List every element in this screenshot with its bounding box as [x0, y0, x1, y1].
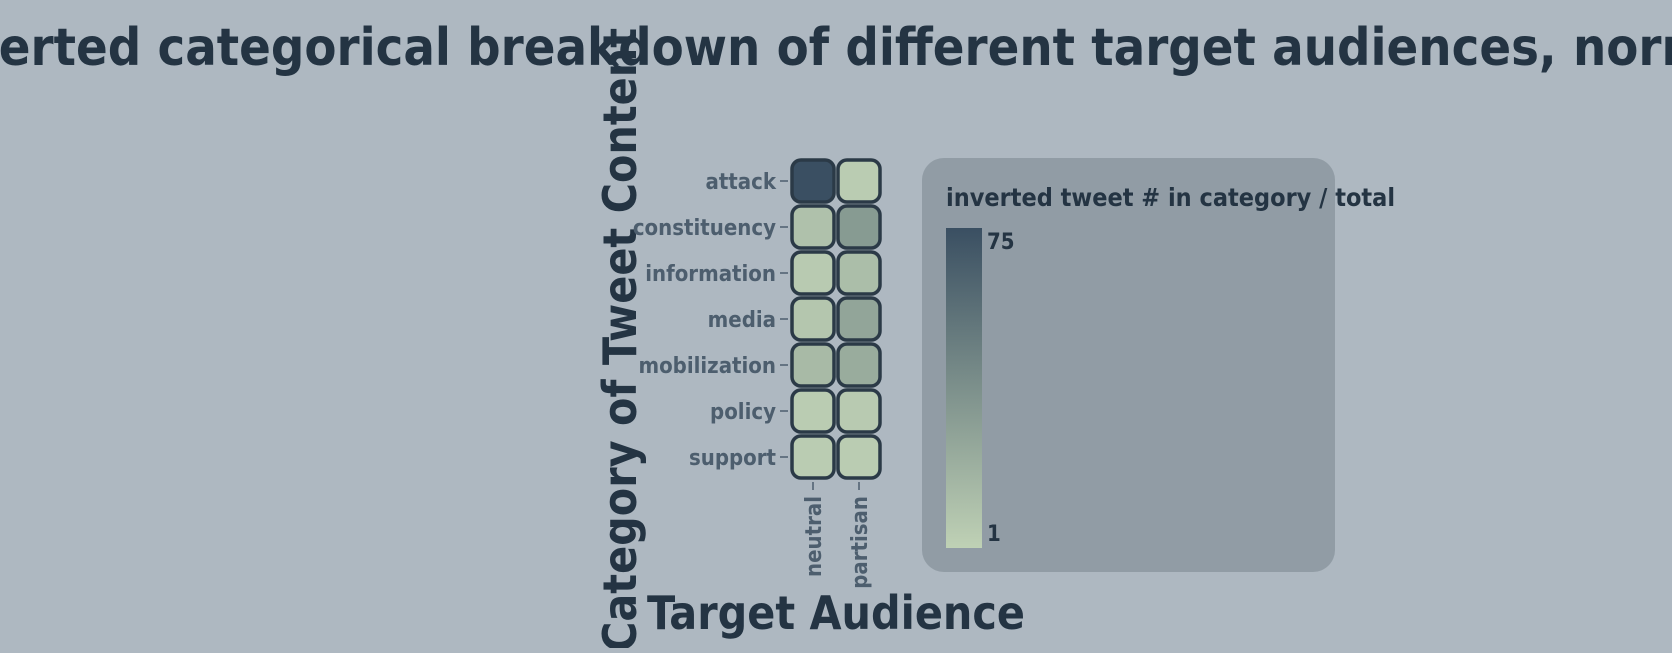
heatmap-cell	[790, 204, 836, 250]
heatmap-cell	[790, 342, 836, 388]
y-tick-label: attack	[705, 170, 776, 195]
heatmap-cell	[836, 342, 882, 388]
color-legend: inverted tweet # in category / total 75 …	[922, 158, 1395, 572]
heatmap-cell	[790, 250, 836, 296]
x-tick-label: partisan	[848, 496, 873, 589]
y-tick-label: information	[645, 262, 776, 287]
y-axis-ticks: attack constituency information media mobili…	[633, 170, 788, 471]
heatmap-cell	[790, 434, 836, 480]
y-tick-label: mobilization	[638, 354, 776, 379]
y-tick-label: constituency	[633, 216, 776, 241]
y-tick-label: support	[689, 446, 777, 471]
heatmap-cell	[836, 158, 882, 204]
legend-min-label: 1	[987, 522, 1001, 547]
heatmap-cell	[836, 250, 882, 296]
y-axis-label: Category of Tweet Content	[593, 28, 647, 648]
chart-title: The inverted categorical breakdown of di…	[0, 18, 1672, 78]
legend-panel	[922, 158, 1335, 572]
legend-max-label: 75	[987, 230, 1015, 255]
heatmap-cell	[790, 296, 836, 342]
heatmap-cell	[790, 388, 836, 434]
heatmap-cell	[790, 158, 836, 204]
y-tick-label: media	[708, 308, 776, 333]
heatmap-cell	[836, 434, 882, 480]
x-axis-ticks: neutral partisan	[802, 482, 873, 589]
legend-title: inverted tweet # in category / total	[946, 183, 1395, 212]
x-axis-label: Target Audience	[647, 586, 1025, 640]
legend-color-bar	[946, 228, 982, 548]
x-tick-label: neutral	[802, 496, 827, 577]
heatmap-cell	[836, 388, 882, 434]
y-tick-label: policy	[710, 400, 776, 425]
heatmap-cells	[790, 158, 882, 480]
heatmap-cell	[836, 296, 882, 342]
heatmap-cell	[836, 204, 882, 250]
